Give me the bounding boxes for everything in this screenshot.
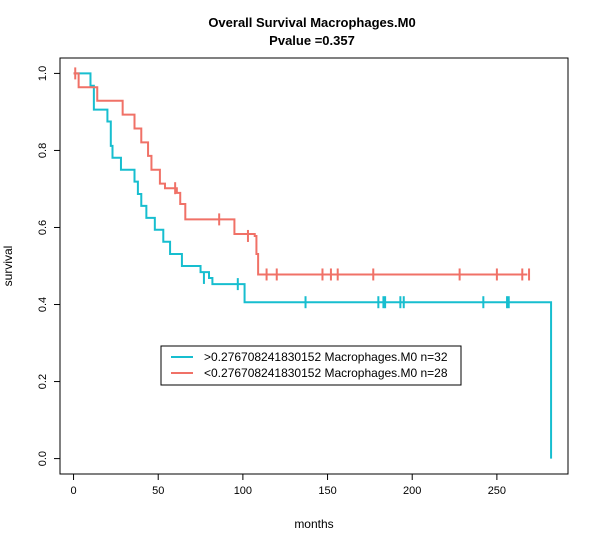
x-tick-label: 50 <box>152 485 164 497</box>
plot-frame <box>59 57 569 475</box>
y-tick-label: 0.6 <box>37 220 49 235</box>
y-tick-label: 0.0 <box>37 451 49 466</box>
y-tick-label: 0.4 <box>37 297 49 312</box>
legend: >0.276708241830152 Macrophages.M0 n=32 <… <box>160 345 462 386</box>
survival-curve-1 <box>73 72 528 276</box>
legend-box <box>160 345 462 386</box>
x-tick-label: 250 <box>488 485 506 497</box>
x-tick-label: 0 <box>70 485 76 497</box>
legend-label-high: >0.276708241830152 Macrophages.M0 n=32 <box>204 350 448 364</box>
series-layer <box>73 67 553 459</box>
y-axis: 0.0 0.2 0.4 0.6 0.8 1.0 <box>37 66 61 466</box>
chart-title: Overall Survival Macrophages.M0 <box>208 15 415 30</box>
survival-curve-0 <box>73 72 553 459</box>
x-tick-label: 150 <box>318 485 336 497</box>
x-tick-label: 200 <box>403 485 421 497</box>
y-tick-label: 0.2 <box>37 374 49 389</box>
legend-label-low: <0.276708241830152 Macrophages.M0 n=28 <box>204 366 448 380</box>
y-axis-label: survival <box>1 246 15 287</box>
x-axis: 0 50 100 150 200 250 <box>70 473 506 497</box>
chart-subtitle: Pvalue =0.357 <box>269 33 355 48</box>
y-tick-label: 1.0 <box>37 66 49 81</box>
y-tick-label: 0.8 <box>37 143 49 158</box>
x-tick-label: 100 <box>234 485 252 497</box>
x-axis-label: months <box>294 517 333 531</box>
